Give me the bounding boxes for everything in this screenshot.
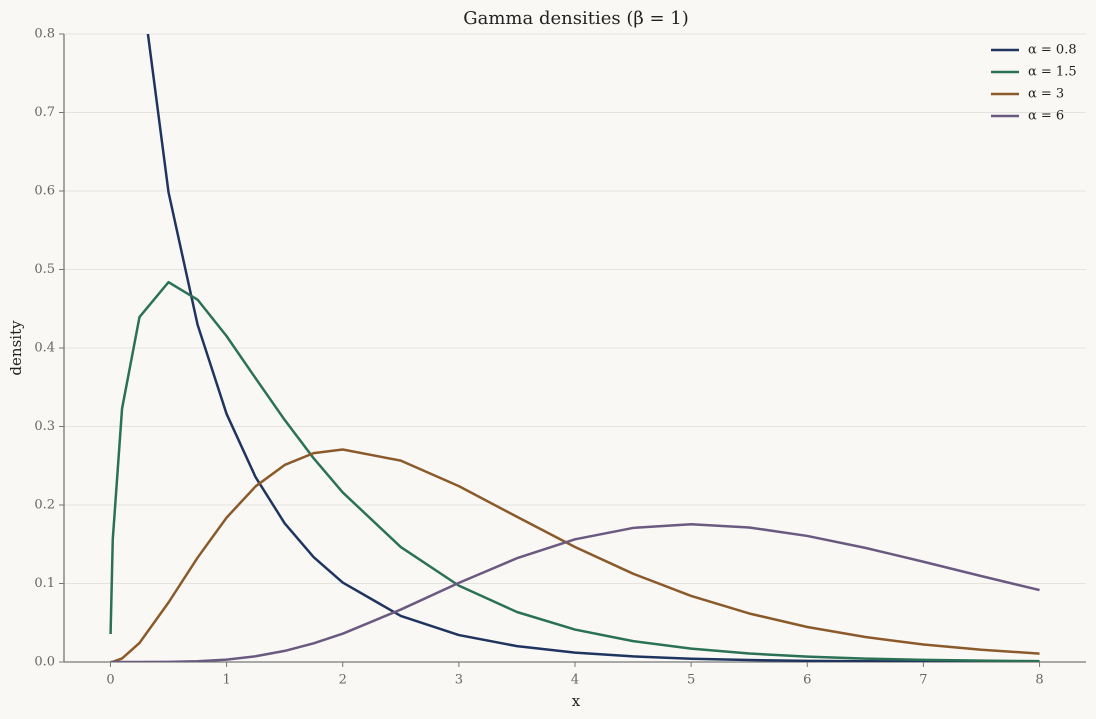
x-tick-label: 2 — [339, 673, 347, 688]
x-tick-label: 8 — [1035, 673, 1043, 688]
legend-label: α = 3 — [1028, 87, 1064, 102]
y-tick-label: 0.1 — [34, 576, 55, 591]
y-tick-label: 0.2 — [34, 498, 55, 513]
y-tick-label: 0.7 — [34, 105, 55, 120]
legend-label: α = 0.8 — [1028, 43, 1077, 58]
series-line — [109, 280, 1040, 662]
y-tick-label: 0.5 — [34, 262, 55, 277]
x-tick-label: 0 — [106, 673, 114, 688]
y-axis-label: density — [7, 320, 25, 376]
chart-title: Gamma densities (β = 1) — [463, 8, 689, 29]
x-tick-label: 4 — [571, 673, 579, 688]
x-tick-label: 1 — [222, 673, 230, 688]
plot-area — [109, 34, 1040, 662]
x-tick-label: 7 — [919, 673, 927, 688]
x-axis-label: x — [572, 692, 581, 710]
x-tick-label: 6 — [803, 673, 811, 688]
y-tick-label: 0.4 — [34, 341, 55, 356]
y-tick-label: 0.0 — [34, 655, 55, 670]
series-line — [110, 522, 1040, 662]
y-tick-label: 0.6 — [34, 184, 55, 199]
series-line — [146, 34, 1040, 662]
series-line — [110, 448, 1040, 662]
legend-label: α = 6 — [1028, 109, 1064, 124]
x-tick-label: 3 — [455, 673, 463, 688]
legend-label: α = 1.5 — [1028, 65, 1077, 80]
y-tick-label: 0.8 — [34, 27, 55, 42]
x-tick-label: 5 — [687, 673, 695, 688]
y-tick-label: 0.3 — [34, 419, 55, 434]
